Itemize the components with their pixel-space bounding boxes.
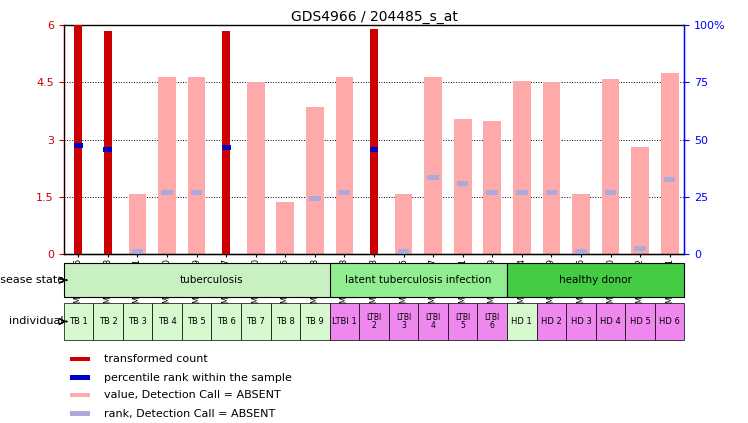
Bar <box>625 303 654 340</box>
Bar <box>247 82 265 254</box>
Bar <box>542 82 560 254</box>
Bar <box>395 194 412 254</box>
Bar <box>212 303 241 340</box>
Text: TB 1: TB 1 <box>69 317 88 326</box>
Bar <box>64 263 359 297</box>
Text: LTBI
2: LTBI 2 <box>367 313 381 330</box>
Bar <box>188 77 206 254</box>
Text: HD 6: HD 6 <box>659 317 680 326</box>
Bar <box>660 73 678 254</box>
Bar <box>241 303 271 340</box>
Bar <box>566 303 595 340</box>
Text: TB 2: TB 2 <box>99 317 117 326</box>
Text: TB 3: TB 3 <box>128 317 147 326</box>
Bar <box>664 177 675 182</box>
Bar <box>339 190 350 195</box>
Bar <box>153 303 182 340</box>
Text: HD 2: HD 2 <box>541 317 562 326</box>
Title: GDS4966 / 204485_s_at: GDS4966 / 204485_s_at <box>290 10 458 25</box>
Text: HD 1: HD 1 <box>512 317 532 326</box>
Bar <box>336 77 353 254</box>
Bar <box>370 147 378 151</box>
Text: TB 4: TB 4 <box>158 317 177 326</box>
Bar <box>330 263 507 297</box>
Text: TB 7: TB 7 <box>246 317 266 326</box>
Bar <box>486 190 498 195</box>
Bar <box>309 196 321 201</box>
Text: value, Detection Call = ABSENT: value, Detection Call = ABSENT <box>104 390 280 400</box>
Bar <box>64 303 94 340</box>
Text: TB 8: TB 8 <box>276 317 295 326</box>
Bar <box>70 393 91 397</box>
Bar <box>595 303 625 340</box>
Bar <box>545 190 557 195</box>
Bar <box>634 246 646 250</box>
Bar <box>513 81 530 254</box>
Bar <box>575 249 586 254</box>
Text: individual: individual <box>10 316 64 327</box>
Text: TB 6: TB 6 <box>217 317 236 326</box>
Bar <box>222 31 230 254</box>
Text: latent tuberculosis infection: latent tuberculosis infection <box>345 275 491 285</box>
Bar <box>277 203 294 254</box>
Bar <box>123 303 153 340</box>
Text: HD 4: HD 4 <box>600 317 621 326</box>
Bar <box>477 303 507 340</box>
Bar <box>448 303 477 340</box>
Text: LTBI
6: LTBI 6 <box>485 313 500 330</box>
Text: TB 5: TB 5 <box>187 317 206 326</box>
Bar <box>536 303 566 340</box>
Bar <box>70 376 91 380</box>
Bar <box>271 303 300 340</box>
Text: LTBI
3: LTBI 3 <box>396 313 411 330</box>
Bar <box>191 190 203 195</box>
Bar <box>300 303 330 340</box>
Bar <box>70 357 91 361</box>
Bar <box>74 25 82 254</box>
Bar <box>129 194 147 254</box>
Bar <box>103 147 112 151</box>
Text: disease state: disease state <box>0 275 64 285</box>
Bar <box>427 175 439 180</box>
Bar <box>182 303 212 340</box>
Text: rank, Detection Call = ABSENT: rank, Detection Call = ABSENT <box>104 409 275 419</box>
Bar <box>507 263 684 297</box>
Bar <box>631 147 649 254</box>
Bar <box>457 181 468 186</box>
Text: LTBI
5: LTBI 5 <box>455 313 470 330</box>
Text: HD 3: HD 3 <box>571 317 592 326</box>
Bar <box>507 303 536 340</box>
Bar <box>74 143 83 148</box>
Bar <box>389 303 418 340</box>
Text: LTBI 1: LTBI 1 <box>332 317 357 326</box>
Bar <box>306 107 324 254</box>
Text: TB 9: TB 9 <box>305 317 324 326</box>
Text: HD 5: HD 5 <box>630 317 651 326</box>
Bar <box>572 194 590 254</box>
Bar <box>330 303 359 340</box>
Bar <box>158 77 176 254</box>
Bar <box>162 190 173 195</box>
Bar <box>359 303 389 340</box>
Bar <box>604 190 616 195</box>
Text: percentile rank within the sample: percentile rank within the sample <box>104 373 292 383</box>
Bar <box>132 249 144 254</box>
Bar <box>516 190 527 195</box>
Bar <box>601 79 619 254</box>
Bar <box>483 121 501 254</box>
Text: healthy donor: healthy donor <box>560 275 632 285</box>
Bar <box>221 145 230 150</box>
Bar <box>424 77 442 254</box>
Bar <box>70 412 91 416</box>
Bar <box>454 119 471 254</box>
Bar <box>104 31 112 254</box>
Bar <box>370 29 378 254</box>
Bar <box>398 250 409 254</box>
Text: tuberculosis: tuberculosis <box>180 275 243 285</box>
Text: LTBI
4: LTBI 4 <box>426 313 441 330</box>
Bar <box>94 303 123 340</box>
Bar <box>418 303 448 340</box>
Text: transformed count: transformed count <box>104 354 208 364</box>
Bar <box>654 303 684 340</box>
